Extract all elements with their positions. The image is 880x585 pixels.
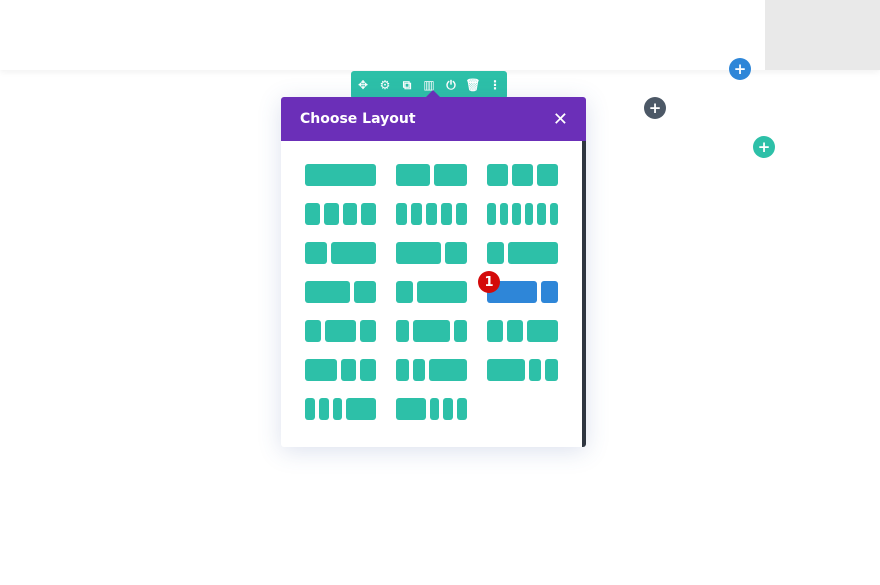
layout-option[interactable] bbox=[305, 242, 376, 264]
layout-option[interactable] bbox=[487, 203, 558, 225]
layout-column bbox=[323, 203, 339, 225]
duplicate-icon[interactable]: ⧉ bbox=[402, 77, 412, 92]
layout-column bbox=[512, 203, 521, 225]
layout-option[interactable] bbox=[396, 320, 467, 342]
layout-option[interactable] bbox=[305, 203, 376, 225]
layout-column bbox=[545, 359, 558, 381]
layout-column bbox=[429, 398, 440, 420]
layout-option[interactable] bbox=[487, 164, 558, 186]
scrollbar[interactable] bbox=[582, 141, 586, 447]
layout-column bbox=[396, 242, 441, 264]
layout-option[interactable] bbox=[487, 320, 558, 342]
trash-icon[interactable]: 🗑 bbox=[465, 78, 481, 92]
layout-column bbox=[524, 203, 533, 225]
layout-column bbox=[507, 242, 558, 264]
layout-option[interactable] bbox=[396, 359, 467, 381]
layout-column bbox=[346, 398, 376, 420]
layout-column bbox=[528, 359, 542, 381]
layout-option[interactable] bbox=[305, 359, 376, 381]
layout-column bbox=[457, 398, 467, 420]
add-module-button[interactable]: + bbox=[753, 136, 775, 158]
layout-grid: 1 bbox=[305, 164, 558, 420]
layout-column bbox=[305, 203, 320, 225]
layout-column bbox=[396, 164, 430, 186]
layout-column bbox=[396, 359, 409, 381]
layout-column bbox=[305, 281, 350, 303]
layout-column bbox=[305, 398, 315, 420]
layout-option[interactable] bbox=[305, 398, 376, 420]
layout-column bbox=[396, 320, 409, 342]
layout-column bbox=[305, 242, 328, 264]
layout-column bbox=[412, 320, 451, 342]
layout-column bbox=[549, 203, 558, 225]
layout-column bbox=[305, 359, 337, 381]
layout-column bbox=[487, 164, 508, 186]
layout-column bbox=[360, 359, 376, 381]
step-badge: 1 bbox=[478, 271, 500, 293]
modal-header: Choose Layout ✕ bbox=[281, 97, 586, 141]
layout-column bbox=[396, 281, 413, 303]
layout-column bbox=[454, 320, 467, 342]
top-section bbox=[0, 0, 880, 70]
layout-option[interactable] bbox=[396, 203, 467, 225]
layout-column bbox=[353, 281, 376, 303]
layout-column bbox=[318, 398, 329, 420]
layout-column bbox=[412, 359, 426, 381]
modal-title: Choose Layout bbox=[300, 111, 416, 127]
layout-column bbox=[487, 359, 525, 381]
layout-column bbox=[444, 242, 467, 264]
layout-column bbox=[426, 203, 437, 225]
layout-column bbox=[487, 320, 503, 342]
layout-column bbox=[487, 281, 538, 303]
layout-column bbox=[506, 320, 523, 342]
layout-column bbox=[324, 320, 357, 342]
layout-option[interactable] bbox=[305, 320, 376, 342]
layout-column bbox=[411, 203, 422, 225]
close-icon[interactable]: ✕ bbox=[552, 108, 568, 130]
grey-panel bbox=[765, 0, 880, 70]
layout-option[interactable]: 1 bbox=[478, 271, 558, 303]
layout-option[interactable] bbox=[305, 164, 376, 186]
layout-option[interactable] bbox=[487, 359, 558, 381]
power-icon[interactable]: ⏻ bbox=[446, 77, 456, 92]
layout-column bbox=[526, 320, 558, 342]
layout-column bbox=[433, 164, 467, 186]
layout-column bbox=[396, 398, 426, 420]
layout-column bbox=[305, 164, 376, 186]
layout-option[interactable] bbox=[396, 281, 467, 303]
layout-column bbox=[456, 203, 467, 225]
layout-column bbox=[396, 203, 407, 225]
layout-column bbox=[541, 281, 558, 303]
layout-column bbox=[332, 398, 343, 420]
layout-column bbox=[443, 398, 454, 420]
layout-option[interactable] bbox=[396, 164, 467, 186]
gear-icon[interactable]: ⚙ bbox=[379, 78, 391, 92]
layout-column bbox=[487, 203, 496, 225]
layout-column bbox=[537, 164, 558, 186]
layout-option[interactable] bbox=[396, 242, 467, 264]
layout-column bbox=[331, 242, 376, 264]
move-icon[interactable]: ✥ bbox=[357, 78, 369, 92]
layout-column bbox=[499, 203, 508, 225]
layout-option[interactable] bbox=[487, 242, 558, 264]
layout-column bbox=[441, 203, 452, 225]
layout-option[interactable] bbox=[396, 398, 467, 420]
add-row-button[interactable]: + bbox=[644, 97, 666, 119]
choose-layout-modal: Choose Layout ✕ 1 bbox=[281, 97, 586, 447]
layout-column bbox=[360, 320, 376, 342]
layout-column bbox=[512, 164, 533, 186]
layout-column bbox=[487, 242, 504, 264]
layout-option[interactable] bbox=[305, 281, 376, 303]
layout-column bbox=[429, 359, 467, 381]
layout-column bbox=[340, 359, 357, 381]
toolbar-pointer bbox=[426, 90, 440, 97]
add-section-button[interactable]: + bbox=[729, 58, 751, 80]
layout-column bbox=[305, 320, 321, 342]
more-icon[interactable]: ⋮ bbox=[489, 78, 501, 92]
layout-column bbox=[342, 203, 358, 225]
layout-column bbox=[537, 203, 546, 225]
layout-column bbox=[361, 203, 376, 225]
layout-column bbox=[416, 281, 467, 303]
columns-icon[interactable]: ▥ bbox=[423, 78, 435, 92]
